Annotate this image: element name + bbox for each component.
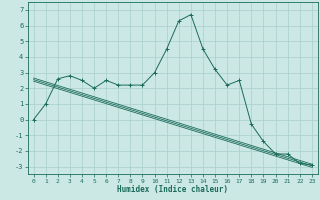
X-axis label: Humidex (Indice chaleur): Humidex (Indice chaleur) (117, 185, 228, 194)
